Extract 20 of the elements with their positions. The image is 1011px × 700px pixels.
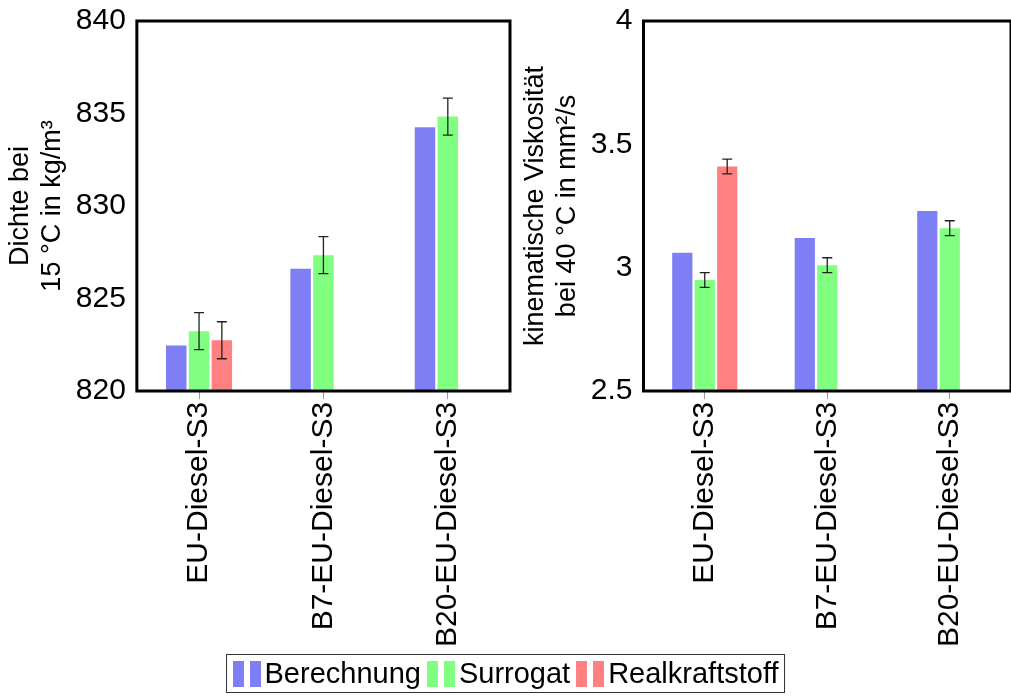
x-tick-label: EU-Diesel-S3 bbox=[686, 401, 720, 584]
x-tick-label: EU-Diesel-S3 bbox=[180, 401, 214, 584]
y-tick-label: 825 bbox=[75, 279, 126, 313]
y-tick-label: 830 bbox=[75, 187, 126, 221]
y-tick-label: 840 bbox=[75, 2, 126, 36]
y-tick-label: 4 bbox=[615, 2, 633, 36]
y-tick-label: 3.5 bbox=[590, 125, 633, 159]
legend-label: Realkraftstoff bbox=[608, 657, 779, 690]
legend-label: Surrogat bbox=[458, 657, 571, 690]
y-tick-label: 3 bbox=[615, 248, 633, 282]
y-tick-label: 820 bbox=[75, 372, 126, 406]
x-tick-label: B20-EU-Diesel-S3 bbox=[931, 401, 965, 648]
legend-label: Berechnung bbox=[264, 657, 421, 690]
x-tick-label: B7-EU-Diesel-S3 bbox=[808, 401, 842, 631]
x-tick-label: B7-EU-Diesel-S3 bbox=[304, 401, 338, 631]
y-tick-label: 2.5 bbox=[590, 372, 633, 406]
y-axis-title: Dichte bei 15 °C in kg/m³ bbox=[3, 120, 67, 292]
y-axis-title: kinematische Viskosität bei 40 °C in mm²/s bbox=[518, 65, 582, 347]
y-tick-label: 835 bbox=[75, 94, 126, 128]
x-tick-label: B20-EU-Diesel-S3 bbox=[429, 401, 463, 648]
